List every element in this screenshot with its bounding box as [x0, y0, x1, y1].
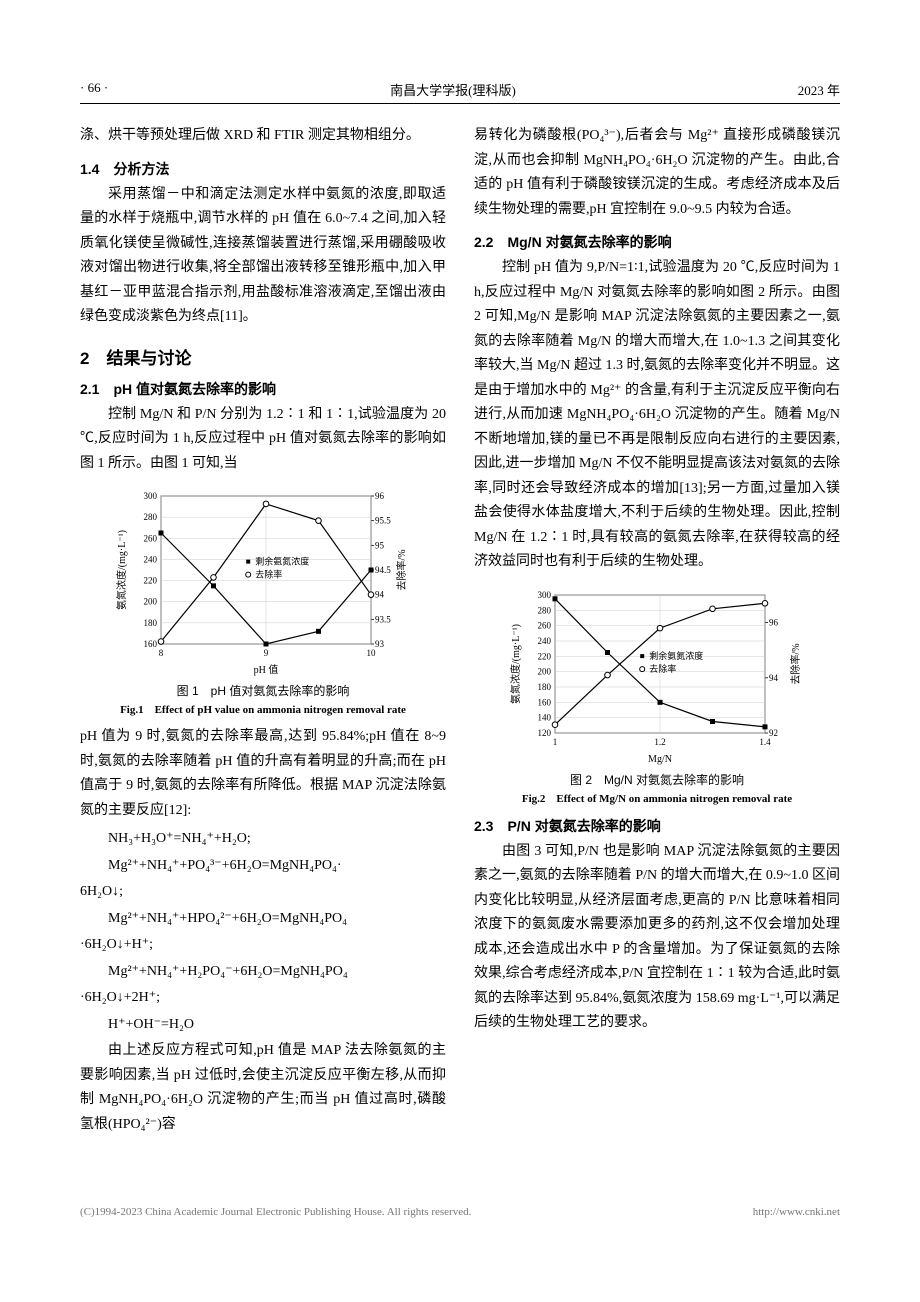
subsection-1-4: 1.4 分析方法: [80, 159, 446, 179]
page-number: · 66 ·: [80, 80, 108, 99]
svg-text:1.2: 1.2: [654, 737, 665, 747]
svg-text:300: 300: [538, 590, 552, 600]
journal-title: 南昌大学学报(理科版): [390, 80, 516, 99]
svg-text:94.5: 94.5: [375, 565, 391, 575]
fig2-caption-cn: 图 2 Mg/N 对氨氮去除率的影响: [474, 771, 840, 788]
svg-text:剩余氨氮浓度: 剩余氨氮浓度: [255, 556, 309, 567]
svg-text:160: 160: [144, 639, 158, 649]
svg-text:260: 260: [144, 533, 158, 543]
equation: H⁺+OH⁻=H₂O: [80, 1013, 446, 1038]
equation: Mg²⁺+NH₄⁺+PO₄³⁻+6H₂O=MgNH₄PO₄·: [80, 854, 446, 879]
svg-text:94: 94: [769, 672, 779, 682]
equation: Mg²⁺+NH₄⁺+H₂PO₄⁻+6H₂O=MgNH₄PO₄: [80, 960, 446, 985]
svg-text:pH 值: pH 值: [254, 663, 279, 676]
fig1-caption-en: Fig.1 Effect of pH value on ammonia nitr…: [80, 701, 446, 717]
svg-text:160: 160: [538, 697, 552, 707]
body-text: 由图 3 可知,P/N 也是影响 MAP 沉淀法除氨氮的主要因素之一,氨氮的去除…: [474, 840, 840, 1036]
svg-text:260: 260: [538, 620, 552, 630]
subsection-2-3: 2.3 P/N 对氨氮去除率的影响: [474, 816, 840, 836]
svg-text:95.5: 95.5: [375, 516, 391, 526]
svg-text:240: 240: [144, 554, 158, 564]
svg-text:300: 300: [144, 491, 158, 501]
footer-copyright: (C)1994-2023 China Academic Journal Elec…: [80, 1206, 471, 1218]
svg-text:94: 94: [375, 590, 385, 600]
svg-text:1.4: 1.4: [759, 737, 771, 747]
svg-text:去除率: 去除率: [255, 569, 282, 580]
svg-text:93: 93: [375, 639, 385, 649]
svg-text:180: 180: [144, 618, 158, 628]
svg-text:去除率/%: 去除率/%: [395, 549, 408, 590]
svg-text:9: 9: [264, 648, 269, 658]
svg-text:140: 140: [538, 712, 552, 722]
year: 2023 年: [798, 80, 840, 99]
equation: ·6H₂O↓+2H⁺;: [80, 986, 446, 1011]
svg-text:8: 8: [159, 648, 164, 658]
body-text: 控制 Mg/N 和 P/N 分别为 1.2∶1 和 1∶1,试验温度为 20 ℃…: [80, 403, 446, 477]
equation: NH₃+H₃O⁺=NH₄⁺+H₂O;: [80, 827, 446, 852]
svg-text:240: 240: [538, 636, 552, 646]
fig2-caption-en: Fig.2 Effect of Mg/N on ammonia nitrogen…: [474, 790, 840, 806]
svg-text:95: 95: [375, 540, 385, 550]
svg-text:220: 220: [538, 651, 552, 661]
svg-text:10: 10: [367, 648, 377, 658]
body-text: pH 值为 9 时,氨氮的去除率最高,达到 95.84%;pH 值在 8~9 时…: [80, 725, 446, 823]
footer-url: http://www.cnki.net: [753, 1206, 840, 1218]
svg-text:去除率/%: 去除率/%: [789, 643, 802, 684]
svg-text:220: 220: [144, 576, 158, 586]
svg-text:剩余氨氮浓度: 剩余氨氮浓度: [649, 650, 703, 661]
svg-text:93.5: 93.5: [375, 614, 391, 624]
svg-text:200: 200: [144, 597, 158, 607]
svg-text:200: 200: [538, 666, 552, 676]
svg-text:去除率: 去除率: [649, 663, 676, 674]
subsection-2-2: 2.2 Mg/N 对氨氮去除率的影响: [474, 232, 840, 252]
equation: 6H₂O↓;: [80, 880, 446, 905]
body-text: 控制 pH 值为 9,P/N=1∶1,试验温度为 20 ℃,反应时间为 1 h,…: [474, 256, 840, 575]
svg-text:氨氮浓度/(mg·L⁻¹): 氨氮浓度/(mg·L⁻¹): [509, 624, 522, 704]
chart-1-svg: 160 180 200 220 240 260 280 300 93 93.5 94 94.5 95 95…: [113, 486, 413, 676]
page-footer: (C)1994-2023 China Academic Journal Elec…: [0, 1191, 920, 1233]
page-header: · 66 · 南昌大学学报(理科版) 2023 年: [80, 80, 840, 104]
body-text: 由上述反应方程式可知,pH 值是 MAP 法去除氨氮的主要影响因素,当 pH 过…: [80, 1039, 446, 1137]
equation: ·6H₂O↓+H⁺;: [80, 933, 446, 958]
svg-text:Mg/N: Mg/N: [648, 754, 672, 765]
body-text: 采用蒸馏－中和滴定法测定水样中氨氮的浓度,即取适量的水样于烧瓶中,调节水样的 p…: [80, 183, 446, 330]
subsection-2-1: 2.1 pH 值对氨氮去除率的影响: [80, 379, 446, 399]
svg-text:280: 280: [538, 605, 552, 615]
chart-2-svg: 12014016018020022024026028030092949611.2…: [507, 585, 807, 765]
body-text: 易转化为磷酸根(PO₄³⁻),后者会与 Mg²⁺ 直接形成磷酸镁沉淀,从而也会抑…: [474, 124, 840, 222]
figure-2: 12014016018020022024026028030092949611.2…: [474, 585, 840, 765]
fig1-caption-cn: 图 1 pH 值对氨氮去除率的影响: [80, 682, 446, 699]
figure-1: 160 180 200 220 240 260 280 300 93 93.5 94 94.5 95 95…: [80, 486, 446, 676]
svg-text:120: 120: [538, 728, 552, 738]
equation: Mg²⁺+NH₄⁺+HPO₄²⁻+6H₂O=MgNH₄PO₄: [80, 907, 446, 932]
svg-text:96: 96: [769, 617, 779, 627]
svg-text:96: 96: [375, 491, 385, 501]
svg-text:180: 180: [538, 682, 552, 692]
body-text: 涤、烘干等预处理后做 XRD 和 FTIR 测定其物相组分。: [80, 124, 446, 149]
left-column: 涤、烘干等预处理后做 XRD 和 FTIR 测定其物相组分。 1.4 分析方法 …: [80, 124, 446, 1141]
svg-text:280: 280: [144, 512, 158, 522]
svg-text:氨氮浓度/(mg·L⁻¹): 氨氮浓度/(mg·L⁻¹): [115, 530, 128, 610]
right-column: 易转化为磷酸根(PO₄³⁻),后者会与 Mg²⁺ 直接形成磷酸镁沉淀,从而也会抑…: [474, 124, 840, 1141]
svg-text:1: 1: [553, 737, 558, 747]
section-2: 2 结果与讨论: [80, 344, 446, 369]
